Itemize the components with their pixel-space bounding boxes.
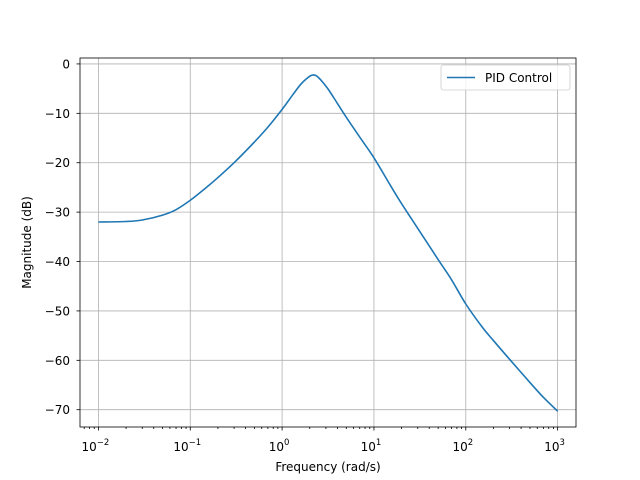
y-tick-label: −10 [45,107,70,121]
x-axis-label: Frequency (rad/s) [275,460,380,474]
y-tick-label: −30 [45,206,70,220]
legend-box [440,64,571,91]
x-tick-label: 102 [452,438,473,454]
y-tick-label: −70 [45,403,70,417]
plot-frame [79,57,577,428]
legend-label: PID Control [485,71,552,85]
y-tick-label: −60 [45,354,70,368]
y-axis-label: Magnitude (dB) [20,196,34,289]
x-tick-label: 10−2 [82,438,110,454]
x-tick-label: 103 [544,438,565,454]
y-tick-label: −40 [45,255,70,269]
series-line-pid-control [98,74,559,412]
y-tick-label: −50 [45,304,70,318]
grid-layer [80,58,576,427]
x-tick-label: 100 [269,438,290,454]
x-tick-label: 10−1 [173,438,201,454]
tick-layer: 10−2 10−1 100 101 102 103 0 −10 −20 −30 −40 −50 −60 −… [45,57,565,454]
y-tick-label: −20 [45,156,70,170]
y-tick-label: 0 [62,57,70,71]
x-tick-label: 101 [361,438,382,454]
legend: PID Control [440,64,571,91]
series-layer [98,74,559,412]
